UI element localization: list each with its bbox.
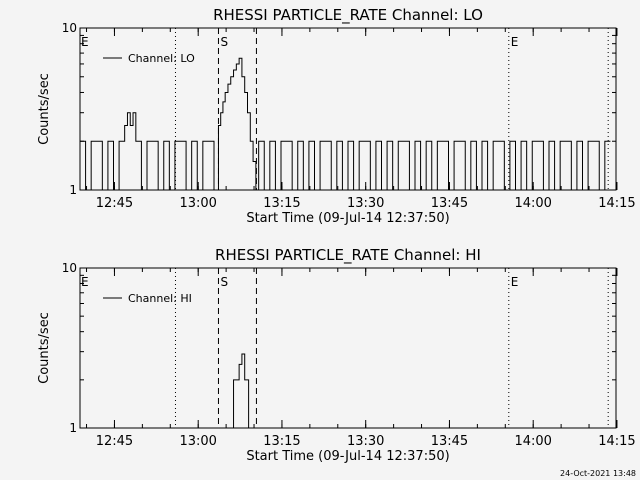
series-line — [230, 353, 250, 429]
y-axis-label: Counts/sec — [37, 73, 52, 145]
x-tick-label: 13:00 — [179, 434, 216, 449]
legend-label: Channel: HI — [128, 292, 192, 305]
x-tick-label: 12:45 — [96, 196, 133, 211]
x-tick-label: 12:45 — [96, 434, 133, 449]
y-axis-label: Counts/sec — [37, 312, 52, 384]
y-tick-label: 10 — [62, 21, 77, 35]
x-tick-label: 14:15 — [598, 434, 635, 449]
legend-label: Channel: LO — [128, 52, 195, 65]
y-tick-label: 1 — [69, 183, 77, 197]
x-tick-label: 13:45 — [431, 196, 468, 211]
series-line — [80, 57, 611, 191]
x-tick-label: 13:30 — [347, 196, 384, 211]
y-tick-label: 10 — [62, 261, 77, 275]
x-tick-label: 13:00 — [179, 196, 216, 211]
x-axis-label: Start Time (09-Jul-14 12:37:50) — [246, 211, 449, 226]
chart-title: RHESSI PARTICLE_RATE Channel: LO — [213, 6, 483, 25]
x-tick-label: 13:30 — [347, 434, 384, 449]
x-tick-label: 13:15 — [263, 434, 300, 449]
left-event-marker: E — [81, 35, 89, 49]
event-marker-label: S — [220, 35, 228, 49]
x-tick-label: 14:00 — [514, 434, 551, 449]
x-tick-label: 14:15 — [598, 196, 635, 211]
chart-title: RHESSI PARTICLE_RATE Channel: HI — [215, 246, 481, 265]
x-tick-label: 13:45 — [431, 434, 468, 449]
plot-frame — [79, 267, 617, 429]
x-tick-label: 14:00 — [514, 196, 551, 211]
x-tick-label: 13:15 — [263, 196, 300, 211]
x-axis-label: Start Time (09-Jul-14 12:37:50) — [246, 449, 449, 464]
event-marker-label: E — [511, 275, 519, 289]
footer-timestamp: 24-Oct-2021 13:48 — [560, 469, 636, 478]
y-tick-label: 1 — [69, 421, 77, 435]
left-event-marker: E — [81, 275, 89, 289]
event-marker-label: E — [511, 35, 519, 49]
event-marker-label: S — [220, 275, 228, 289]
